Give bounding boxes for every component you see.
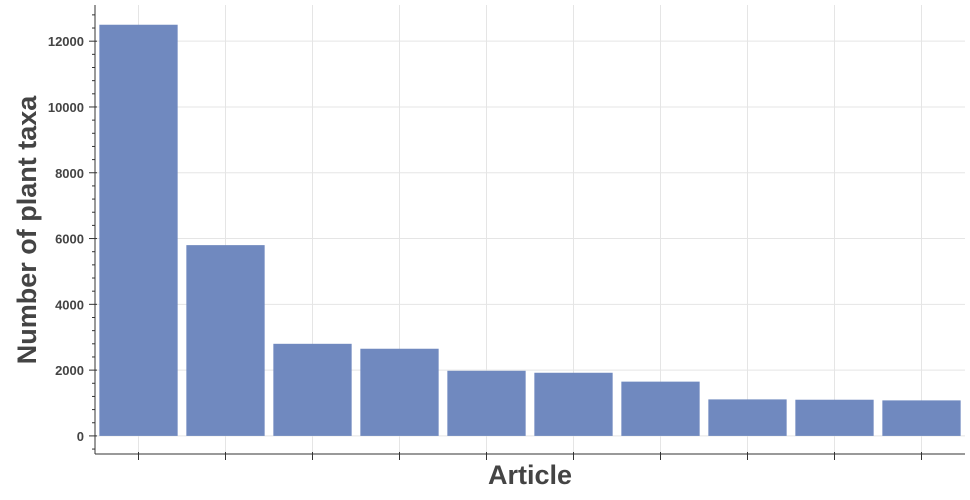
y-axis-ticks: 0 2000 4000 6000 8000 10000 12000 <box>48 14 97 450</box>
bar <box>534 372 613 436</box>
y-tick-label: 12000 <box>48 34 84 49</box>
bar <box>621 381 700 436</box>
y-tick-label: 6000 <box>55 232 84 247</box>
bar <box>273 343 352 436</box>
bar <box>708 399 787 436</box>
x-axis-ticks <box>138 452 922 460</box>
bars <box>99 24 961 436</box>
bar <box>360 348 439 436</box>
y-tick-label: 0 <box>77 429 84 444</box>
y-tick-label: 10000 <box>48 100 84 115</box>
bar <box>795 399 874 436</box>
y-tick-label: 2000 <box>55 363 84 378</box>
axes <box>94 5 965 455</box>
y-axis-title: Number of plant taxa <box>12 95 42 365</box>
x-axis-title: Article <box>488 460 572 490</box>
y-tick-label: 8000 <box>55 166 84 181</box>
bar <box>447 370 526 436</box>
bar <box>99 24 178 436</box>
bar <box>186 245 265 436</box>
y-tick-label: 4000 <box>55 297 84 312</box>
bar <box>882 400 961 436</box>
